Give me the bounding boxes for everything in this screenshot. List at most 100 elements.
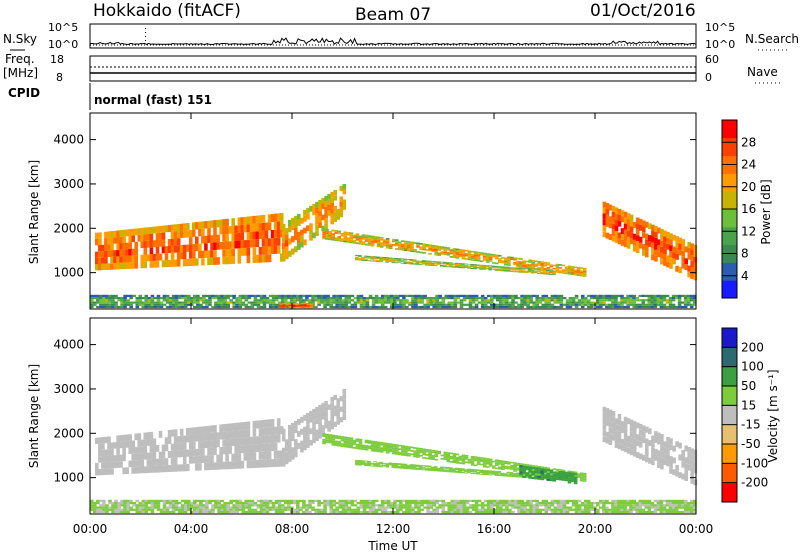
echo-cell	[361, 258, 365, 259]
echo-cell	[146, 459, 151, 467]
echo-cell	[453, 504, 458, 507]
echo-cell	[280, 504, 285, 507]
echo-cell	[611, 301, 615, 304]
echo-cell	[474, 506, 479, 509]
echo-cell	[562, 504, 567, 507]
echo-cell	[395, 451, 399, 453]
echo-cell	[158, 451, 163, 459]
echo-cell	[385, 464, 389, 466]
echo-cell	[674, 305, 679, 309]
echo-cell	[580, 305, 585, 309]
echo-cell	[126, 301, 130, 304]
echo-cell	[128, 229, 132, 236]
echo-cell	[486, 294, 491, 297]
echo-cell	[458, 470, 462, 472]
echo-cell	[544, 297, 549, 300]
echo-cell	[312, 420, 316, 427]
echo-cell	[518, 269, 523, 271]
echo-cell	[342, 389, 347, 395]
echo-cell	[455, 453, 460, 456]
echo-cell	[193, 506, 197, 509]
echo-cell	[422, 448, 426, 451]
echo-cell	[217, 510, 221, 514]
echo-cell	[611, 305, 615, 309]
echo-cell	[441, 508, 446, 511]
echo-cell	[177, 502, 182, 505]
echo-cell	[473, 459, 478, 462]
echo-cell	[418, 464, 423, 466]
echo-cell	[99, 303, 103, 306]
echo-cell	[423, 499, 427, 502]
echo-cell	[521, 473, 526, 475]
echo-cell	[216, 234, 220, 243]
echo-cell	[343, 443, 348, 446]
echo-cell	[143, 452, 148, 460]
echo-cell	[614, 430, 619, 437]
echo-cell	[565, 303, 570, 306]
echo-cell	[120, 508, 124, 511]
echo-cell	[540, 273, 544, 275]
echo-cell	[258, 231, 263, 239]
echo-cell	[347, 499, 352, 502]
echo-cell	[373, 464, 377, 465]
echo-cell	[675, 236, 679, 243]
echo-cell	[339, 185, 344, 192]
echo-cell	[397, 464, 402, 466]
echo-cell	[213, 447, 217, 455]
echo-cell	[281, 255, 286, 262]
echo-cell	[346, 440, 351, 443]
echo-cell	[687, 265, 691, 272]
echo-cell	[561, 471, 566, 474]
echo-cell	[449, 457, 454, 460]
echo-cell	[690, 466, 694, 472]
echo-cell	[255, 239, 260, 248]
echo-cell	[228, 241, 232, 249]
echo-cell	[240, 422, 245, 430]
echo-cell	[485, 261, 490, 263]
echo-cell	[465, 294, 470, 297]
echo-cell	[333, 216, 337, 222]
echo-cell	[617, 425, 622, 432]
echo-cell	[150, 299, 155, 302]
echo-cell	[419, 449, 423, 452]
echo-cell	[131, 453, 135, 461]
echo-cell	[202, 301, 206, 304]
echo-cell	[174, 499, 179, 502]
echo-cell	[523, 303, 527, 306]
echo-cell	[623, 223, 628, 230]
echo-cell	[315, 406, 319, 413]
echo-cell	[645, 426, 649, 433]
echo-cell	[476, 264, 480, 266]
echo-cell	[258, 459, 263, 468]
echo-cell	[341, 303, 346, 306]
echo-cell	[201, 258, 205, 266]
echo-cell	[488, 267, 492, 269]
echo-cell	[141, 297, 146, 300]
echo-cell	[126, 504, 130, 507]
echo-cell	[291, 453, 295, 460]
echo-cell	[409, 465, 414, 467]
echo-cell	[405, 305, 409, 309]
echo-cell	[509, 270, 514, 272]
echo-cell	[361, 259, 365, 261]
echo-cell	[515, 474, 520, 476]
echo-cell	[290, 506, 294, 509]
echo-cell	[356, 297, 361, 300]
echo-cell	[158, 458, 163, 466]
echo-cell	[149, 438, 154, 446]
echo-cell	[677, 299, 682, 302]
echo-cell	[431, 250, 435, 252]
echo-cell	[491, 265, 496, 267]
echo-cell	[232, 305, 236, 309]
echo-cell	[513, 257, 517, 259]
echo-cell	[593, 294, 597, 297]
echo-cell	[265, 510, 270, 514]
echo-cell	[647, 299, 652, 302]
echo-cell	[249, 452, 254, 461]
echo-cell	[189, 244, 193, 252]
echo-cell	[458, 471, 462, 473]
echo-cell	[582, 275, 587, 277]
echo-cell	[626, 225, 631, 231]
echo-cell	[288, 424, 292, 432]
echo-cell	[410, 243, 414, 246]
